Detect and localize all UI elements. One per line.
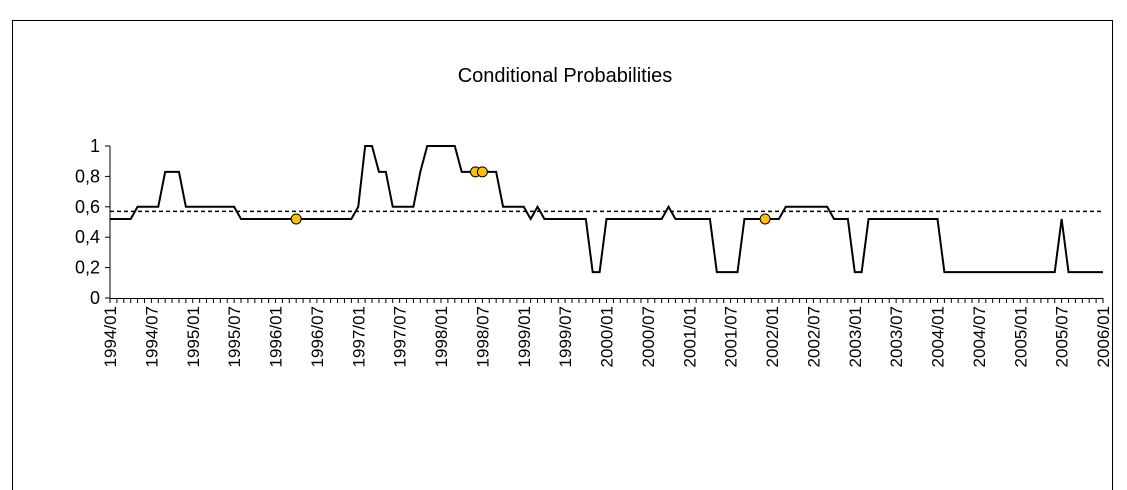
x-tick-label: 2002/07: [804, 306, 823, 367]
x-tick-label: 2004/07: [970, 306, 989, 367]
chart-frame: [12, 20, 1113, 490]
x-tick-label: 2002/01: [763, 306, 782, 367]
marker: [290, 213, 302, 225]
x-tick-label: 1994/07: [142, 306, 161, 367]
marker: [759, 213, 771, 225]
x-tick-label: 1999/07: [556, 306, 575, 367]
x-tick-label: 1994/01: [101, 306, 120, 367]
x-tick-label: 2001/01: [680, 306, 699, 367]
x-tick-label: 2003/01: [846, 306, 865, 367]
y-tick-label: 0,4: [75, 227, 100, 247]
y-tick-label: 1: [90, 136, 100, 156]
x-tick-label: 2001/07: [722, 306, 741, 367]
x-tick-label: 1996/01: [267, 306, 286, 367]
x-tick-label: 1999/01: [515, 306, 534, 367]
x-tick-label: 2006/01: [1094, 306, 1113, 367]
y-tick-label: 0,8: [75, 166, 100, 186]
x-tick-label: 2003/07: [887, 306, 906, 367]
x-tick-label: 1995/01: [184, 306, 203, 367]
x-tick-label: 1995/07: [225, 306, 244, 367]
chart-title: Conditional Probabilities: [458, 65, 673, 87]
line-series: [110, 145, 1103, 274]
x-tick-label: 1998/01: [432, 306, 451, 367]
marker: [476, 166, 488, 178]
y-tick-label: 0,6: [75, 197, 100, 217]
y-tick-label: 0: [90, 288, 100, 308]
x-tick-label: 2000/07: [639, 306, 658, 367]
x-tick-label: 1997/07: [391, 306, 410, 367]
x-tick-label: 2004/01: [929, 306, 948, 367]
x-tick-label: 2005/01: [1011, 306, 1030, 367]
y-tick-label: 0,2: [75, 258, 100, 278]
x-tick-label: 2005/07: [1053, 306, 1072, 367]
x-tick-label: 1998/07: [473, 306, 492, 367]
x-tick-label: 1997/01: [349, 306, 368, 367]
x-tick-label: 2000/01: [598, 306, 617, 367]
x-tick-label: 1996/07: [308, 306, 327, 367]
